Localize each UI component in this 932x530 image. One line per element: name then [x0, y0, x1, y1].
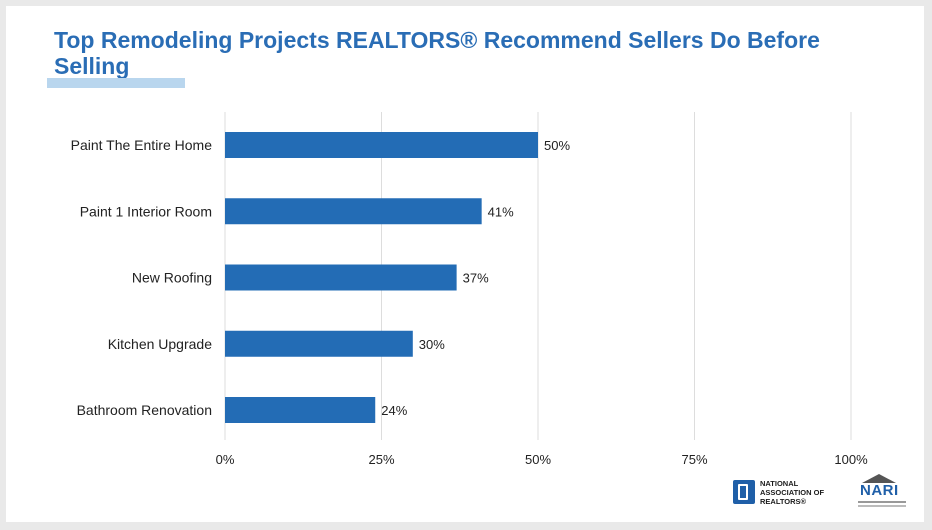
x-tick-label: 25% [368, 452, 394, 467]
nari-logo-text: NARI [860, 482, 899, 499]
bar [225, 397, 376, 423]
x-tick-label: 50% [525, 452, 551, 467]
bar [225, 330, 413, 357]
nari-logo: NARI [856, 474, 906, 514]
bar [225, 264, 457, 291]
chart-card [6, 6, 924, 522]
bar [225, 198, 482, 225]
category-label: New Roofing [132, 270, 212, 286]
chart-title: Top Remodeling Projects REALTORS® Recomm… [54, 27, 820, 79]
data-label: 50% [544, 138, 570, 153]
category-label: Paint 1 Interior Room [80, 203, 212, 219]
category-label: Paint The Entire Home [71, 137, 213, 153]
category-label: Bathroom Renovation [77, 402, 212, 418]
data-label: 37% [463, 271, 489, 286]
bar [225, 132, 538, 158]
nari-tagline-mark-2 [858, 505, 906, 507]
data-label: 41% [488, 204, 514, 219]
nar-logo: NATIONAL ASSOCIATION OF REALTORS® [733, 477, 824, 509]
nar-r-icon [733, 480, 755, 504]
x-tick-label: 75% [681, 452, 707, 467]
nari-roof-icon [862, 474, 896, 483]
x-tick-label: 0% [216, 452, 235, 467]
x-tick-label: 100% [834, 452, 868, 467]
data-label: 24% [381, 403, 407, 418]
category-label: Kitchen Upgrade [108, 336, 213, 352]
nari-tagline-mark [858, 501, 906, 503]
nar-logo-text: NATIONAL ASSOCIATION OF REALTORS® [760, 479, 825, 506]
title-accent-bar [47, 78, 185, 88]
data-label: 30% [419, 337, 445, 352]
